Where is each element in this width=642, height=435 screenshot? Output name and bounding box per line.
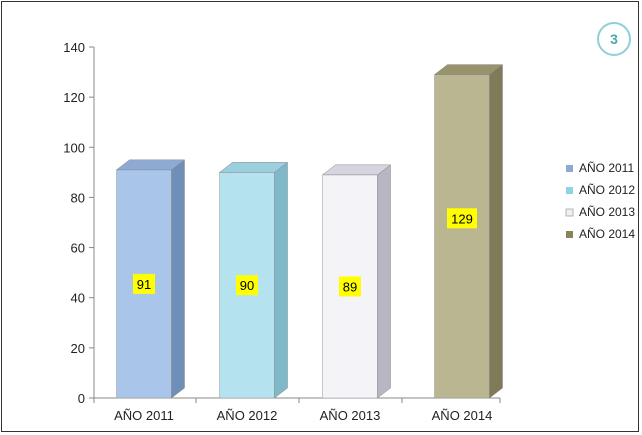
bar-side — [377, 164, 391, 399]
data-label-bg — [133, 273, 155, 294]
x-category-label: AÑO 2013 — [320, 408, 381, 423]
legend-label: AÑO 2013 — [579, 205, 635, 219]
x-category-label: AÑO 2014 — [432, 408, 493, 423]
bar-4: 129 — [433, 64, 504, 399]
legend-label: AÑO 2011 — [579, 161, 634, 175]
x-category-label: AÑO 2012 — [217, 408, 278, 423]
legend-label: AÑO 2014 — [579, 227, 635, 241]
badge-circle — [597, 22, 631, 56]
y-tick-label: 60 — [71, 241, 85, 256]
bar-2: 90 — [218, 161, 289, 399]
data-label-bg — [339, 276, 361, 297]
y-tick-label: 20 — [71, 341, 85, 356]
y-tick-label: 100 — [63, 140, 85, 155]
data-label: 89 — [343, 279, 357, 294]
y-tick-label: 140 — [63, 40, 85, 55]
bar-side — [489, 64, 503, 399]
bar-side — [274, 161, 288, 399]
bar-top — [433, 64, 504, 75]
bar-front — [434, 74, 490, 399]
legend-swatch — [566, 165, 573, 172]
y-tick-label: 120 — [63, 90, 85, 105]
bar-3: 89 — [321, 164, 392, 399]
data-label: 129 — [451, 211, 473, 226]
bar-side — [171, 159, 185, 399]
data-label: 90 — [240, 278, 254, 293]
y-tick-label: 0 — [78, 391, 85, 406]
badge-number: 3 — [610, 31, 618, 47]
legend-swatch — [566, 187, 573, 194]
bar-top — [218, 162, 289, 173]
data-label: 91 — [137, 277, 151, 292]
data-label-bg — [236, 275, 258, 296]
legend-swatch — [565, 208, 574, 217]
legend-swatch — [566, 231, 573, 238]
x-category-label: AÑO 2011 — [114, 408, 174, 423]
y-tick-label: 40 — [71, 291, 85, 306]
legend-label: AÑO 2012 — [579, 183, 635, 197]
bar-top — [321, 164, 392, 176]
bar-1: 91 — [115, 159, 186, 399]
y-tick-label: 80 — [71, 190, 85, 205]
data-label-bg — [447, 208, 477, 229]
bar-top — [115, 159, 186, 171]
